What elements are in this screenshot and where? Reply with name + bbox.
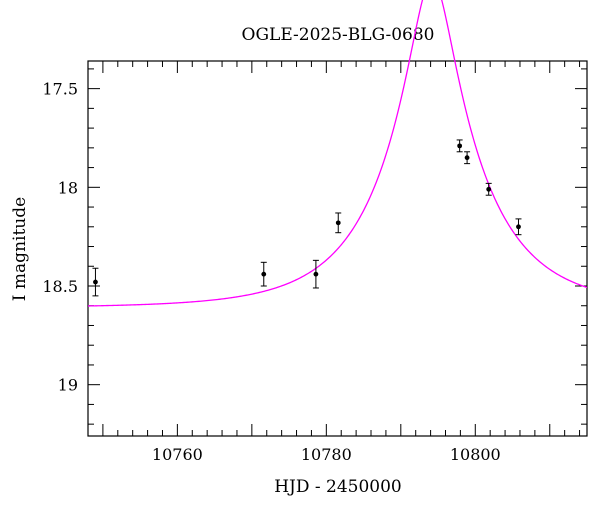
y-tick-label: 18.5 [42,277,78,296]
observation-point [92,267,99,297]
data-marker [486,186,492,192]
data-marker [335,220,341,226]
observation-point [335,212,342,234]
observation-point [312,259,319,289]
x-axis-label: HJD - 2450000 [274,477,402,497]
observation-point [260,261,267,287]
x-tick-label: 10760 [152,445,203,464]
data-marker [516,224,521,230]
y-tick-labels: 17.5 18 18.5 19 [42,80,78,395]
data-marker [464,155,470,161]
y-axis-label: I magnitude [10,197,30,301]
y-tick-label: 19 [58,376,78,395]
x-tick-labels: 10760 10780 10800 [152,445,501,464]
x-tick-label: 10800 [450,445,501,464]
data-marker [93,279,98,285]
data-marker [261,271,267,277]
plot-frame [87,60,588,437]
observation-point [515,218,522,236]
axis-ticks [87,61,587,436]
observation-point [464,151,471,165]
x-tick-label: 10780 [301,445,352,464]
data-marker [457,143,463,149]
chart-title: OGLE-2025-BLG-0680 [242,25,435,45]
observation-point [485,182,492,196]
model-curve [87,0,588,307]
data-marker [313,271,319,277]
y-tick-label: 18 [58,178,78,197]
y-tick-label: 17.5 [42,80,78,99]
data-points [92,139,522,297]
observation-point [456,139,463,153]
